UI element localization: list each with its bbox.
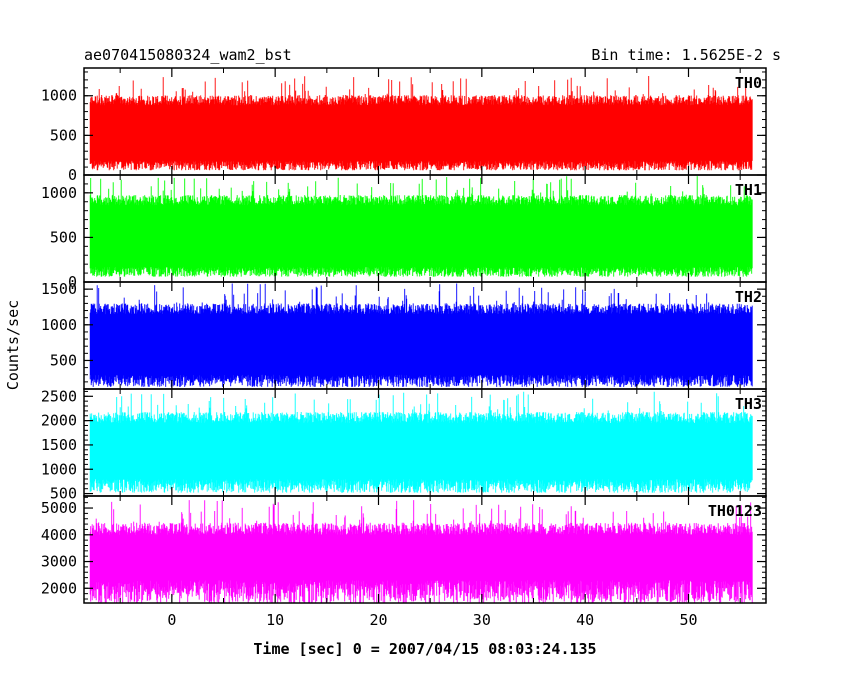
y-tick-label: 1000 — [41, 316, 77, 334]
panel-label: TH3 — [735, 395, 762, 413]
chart-title-left: ae070415080324_wam2_bst — [84, 46, 292, 64]
series-th2 — [89, 283, 753, 387]
panel-th3: 500 1000 1500 2000 2500 TH3 — [41, 387, 767, 503]
y-tick-label: 2000 — [41, 579, 77, 597]
panel-label: TH0123 — [708, 502, 762, 520]
y-tick-label: 1500 — [41, 280, 77, 298]
x-axis: 0 10 20 30 40 50 — [167, 611, 697, 629]
series-th1 — [89, 176, 753, 277]
x-tick-label: 40 — [576, 611, 594, 629]
x-tick-label: 50 — [679, 611, 697, 629]
series-th0 — [89, 76, 753, 171]
x-axis-label: Time [sec] 0 = 2007/04/15 08:03:24.135 — [253, 640, 596, 658]
x-tick-label: 0 — [167, 611, 176, 629]
y-tick-label: 1500 — [41, 436, 77, 454]
series-th3 — [89, 391, 753, 493]
panel-label: TH0 — [735, 74, 762, 92]
panel-label: TH2 — [735, 288, 762, 306]
x-tick-label: 10 — [266, 611, 284, 629]
y-tick-label: 500 — [50, 485, 77, 503]
panel-label: TH1 — [735, 181, 762, 199]
y-tick-label: 4000 — [41, 526, 77, 544]
y-tick-label: 500 — [50, 228, 77, 246]
y-tick-label: 0 — [68, 273, 77, 291]
panel-th2: 500 1000 1500 TH2 — [41, 280, 767, 390]
panels: 0 500 1000 TH0 0 500 1000 TH1 500 1000 1500 TH2 500 1… — [41, 67, 767, 604]
x-tick-label: 30 — [473, 611, 491, 629]
chart-title-right: Bin time: 1.5625E-2 s — [591, 46, 781, 64]
series-th0123 — [89, 500, 753, 603]
y-tick-label: 500 — [50, 351, 77, 369]
y-tick-label: 500 — [50, 126, 77, 144]
y-tick-label: 0 — [68, 166, 77, 184]
y-axis-label: Counts/sec — [4, 300, 22, 390]
y-tick-label: 2500 — [41, 387, 77, 405]
y-tick-label: 5000 — [41, 499, 77, 517]
y-tick-label: 1000 — [41, 460, 77, 478]
panel-th0: 0 500 1000 TH0 — [41, 67, 767, 184]
y-tick-label: 3000 — [41, 553, 77, 571]
x-tick-label: 20 — [369, 611, 387, 629]
panel-frame — [83, 495, 767, 604]
panel-th0123: 2000 3000 4000 5000 TH0123 — [41, 495, 767, 604]
panel-th1: 0 500 1000 TH1 — [41, 174, 767, 291]
y-tick-label: 2000 — [41, 412, 77, 430]
y-tick-label: 1000 — [41, 184, 77, 202]
y-tick-label: 1000 — [41, 87, 77, 105]
